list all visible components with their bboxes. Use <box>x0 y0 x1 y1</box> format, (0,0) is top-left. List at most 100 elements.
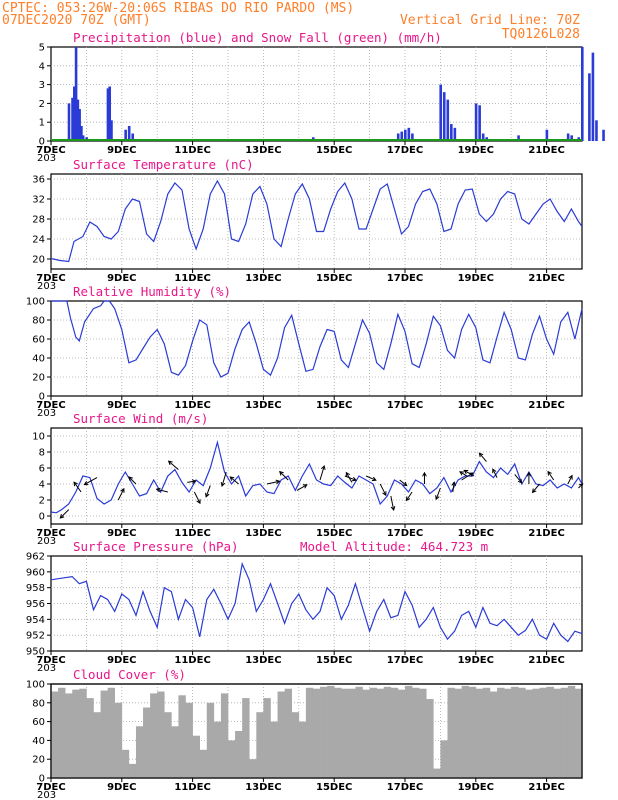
cloud-bar <box>305 687 314 778</box>
x-year-fragment: 203 <box>37 663 56 674</box>
cloud-bar <box>150 693 158 778</box>
wind-arrow-head <box>302 484 308 489</box>
cloud-bar <box>164 712 172 778</box>
precip-bar <box>131 133 135 141</box>
x-tick-label: 19DEC <box>458 273 494 284</box>
x-tick-label: 7DEC <box>36 655 65 666</box>
wind-arrow-head <box>568 474 573 480</box>
wind-arrow-head <box>155 487 161 493</box>
x-tick-label: 21DEC <box>528 400 564 411</box>
panel-frame-top <box>50 683 583 779</box>
y-tick-label: 2 <box>39 496 45 507</box>
cloud-bar <box>213 721 222 778</box>
x-year-fragment: 203 <box>37 790 56 800</box>
x-tick-label: 15DEC <box>316 528 352 539</box>
cloud-bar <box>475 688 484 778</box>
wind-arrow-head <box>191 479 197 484</box>
wind-arrow <box>479 452 487 462</box>
panel-cloud: 0 20 40 60 80 100 7DEC 9DEC 11DEC 13DEC 15DEC 17DEC… <box>26 667 583 800</box>
y-tick-label: 958 <box>26 583 45 594</box>
cloud-bar <box>277 691 285 778</box>
panel-temp: 20 24 28 32 36 7DEC 9DEC 11DEC 13DEC 15DEC 17DEC 19… <box>32 157 583 292</box>
x-tick-label: 9DEC <box>107 145 136 156</box>
wind-arrow-head <box>371 476 377 482</box>
cloud-bar <box>72 689 80 778</box>
precip-bar <box>124 129 127 141</box>
cloud-bar <box>390 687 399 778</box>
wind-arrow <box>73 481 82 493</box>
wind-arrow <box>319 465 325 481</box>
cloud-bar <box>206 702 215 778</box>
cloud-bar <box>511 686 519 778</box>
cloud-bar <box>93 712 101 778</box>
panel-title: Cloud Cover (%) <box>73 667 186 682</box>
wind-arrow <box>399 479 408 486</box>
cloud-bar <box>461 685 470 778</box>
wind-arrow <box>296 484 308 491</box>
x-tick-label: 13DEC <box>245 145 281 156</box>
cloud-bar <box>242 698 250 778</box>
precip-bar <box>400 131 404 141</box>
wind-arrow <box>205 485 211 497</box>
wind-arrow-head <box>73 481 78 487</box>
wind-arrow <box>390 495 395 511</box>
cloud-bar <box>291 712 300 778</box>
wind-arrow-head <box>578 483 584 488</box>
wind-arrow <box>452 482 455 493</box>
wind-arrow-head <box>220 481 226 487</box>
header-station: CPTEC: 053:26W-20:06S RIBAS DO RIO PARDO… <box>2 1 354 16</box>
cloud-bar <box>567 685 576 778</box>
cloud-bar <box>298 721 307 778</box>
wind-arrow <box>84 477 98 486</box>
cloud-bar <box>65 693 73 778</box>
wind-arrow-head <box>345 471 350 477</box>
cloud-bar <box>235 731 243 778</box>
series-line-pressure <box>50 561 583 643</box>
x-tick-label: 21DEC <box>528 528 564 539</box>
wind-arrow-head <box>83 480 89 486</box>
cloud-bar <box>79 688 87 778</box>
wind-arrow-head <box>321 465 326 471</box>
cloud-bar <box>178 695 186 778</box>
wind-arrow-head <box>390 506 396 512</box>
x-tick-label: 13DEC <box>245 782 281 793</box>
cloud-bar <box>348 688 356 778</box>
wind-arrow <box>547 471 555 481</box>
precip-bar <box>404 129 407 141</box>
wind-arrow <box>435 487 441 500</box>
x-tick-label: 15DEC <box>316 145 352 156</box>
precip-bar <box>591 52 595 141</box>
precip-bar <box>80 125 83 141</box>
wind-arrow-head <box>517 478 523 484</box>
cloud-bar <box>334 687 342 778</box>
y-tick-label: 20 <box>32 255 45 266</box>
wind-arrow-head <box>128 476 133 481</box>
wind-arrow <box>567 475 573 485</box>
wind-arrow-head <box>435 495 440 501</box>
cloud-bar <box>504 688 512 778</box>
wind-arrow-head <box>205 492 210 498</box>
wind-arrow-head <box>402 481 408 487</box>
header-model: TQ0126L028 <box>502 27 580 42</box>
cloud-bar <box>100 690 108 778</box>
wind-arrow-head <box>229 476 235 481</box>
x-tick-label: 13DEC <box>245 273 281 284</box>
x-tick-label: 19DEC <box>458 145 494 156</box>
wind-arrow-head <box>492 468 497 474</box>
x-tick-label: 9DEC <box>107 400 136 411</box>
precip-bar <box>453 127 457 141</box>
y-tick-label: 32 <box>32 195 45 206</box>
cloud-bar <box>383 686 392 778</box>
wind-arrow-head <box>547 470 552 476</box>
x-tick-label: 9DEC <box>107 782 136 793</box>
precip-bar <box>474 103 478 141</box>
y-tick-label: 5 <box>39 43 45 54</box>
cloud-bar <box>107 687 116 778</box>
x-tick-label: 11DEC <box>174 782 210 793</box>
x-tick-label: 7DEC <box>36 782 65 793</box>
cloud-bar <box>412 687 420 778</box>
wind-arrow-head <box>167 460 173 466</box>
y-tick-label: 80 <box>32 698 45 709</box>
x-tick-label: 15DEC <box>316 782 352 793</box>
x-tick-label: 17DEC <box>387 782 423 793</box>
